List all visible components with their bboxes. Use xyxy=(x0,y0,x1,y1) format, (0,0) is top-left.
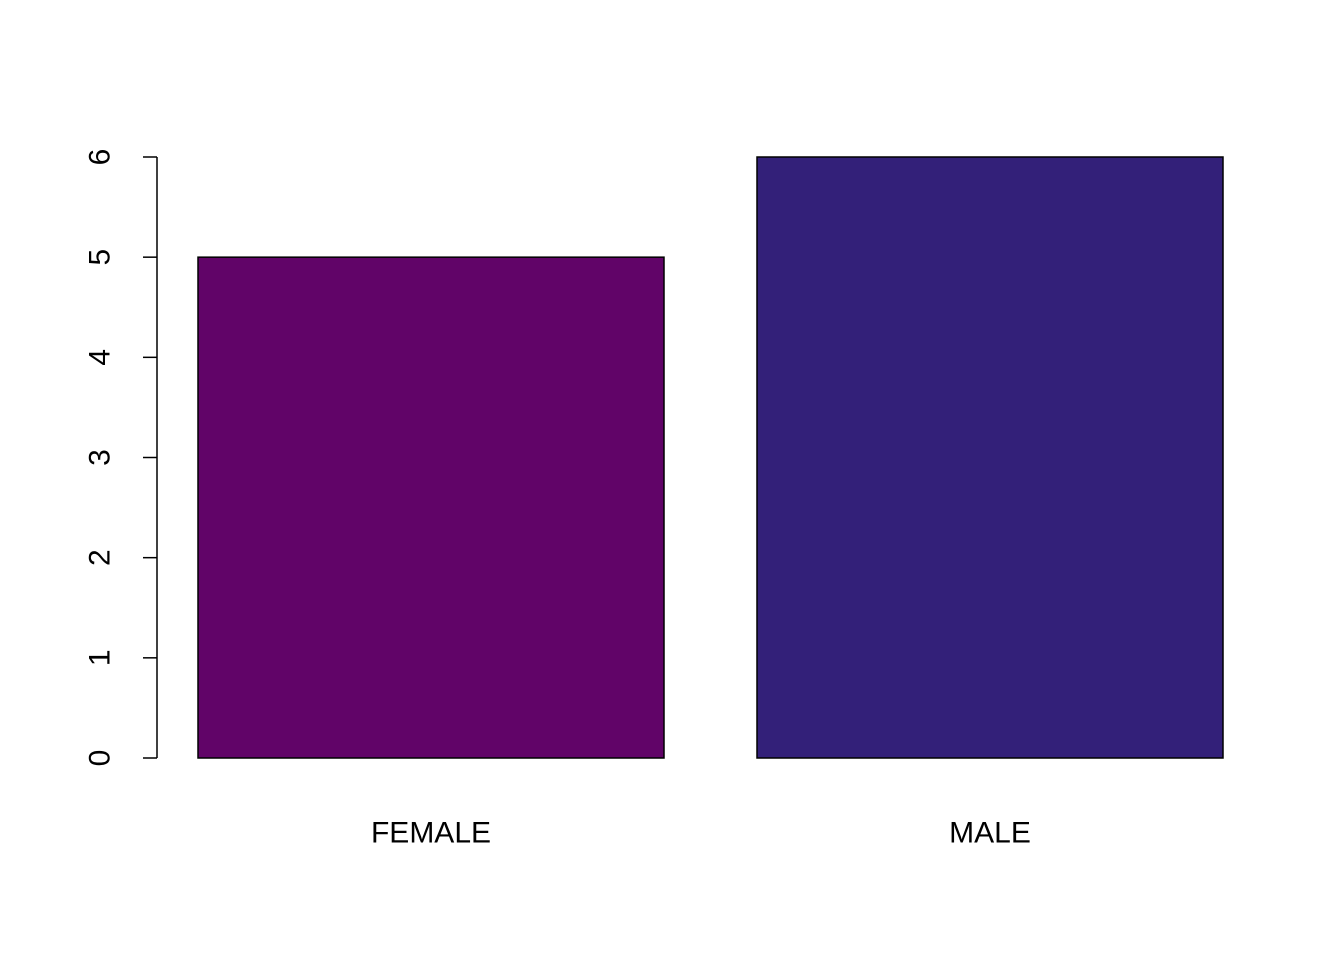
x-category-label: FEMALE xyxy=(371,817,491,850)
y-tick-label: 6 xyxy=(84,149,117,166)
bars xyxy=(197,156,1224,759)
bar-female xyxy=(197,256,665,759)
x-category-label: MALE xyxy=(949,817,1031,850)
x-axis-labels: FEMALE MALE xyxy=(371,817,1031,850)
bar-male xyxy=(756,156,1224,759)
y-tick-label: 2 xyxy=(84,549,117,566)
y-tick-label: 5 xyxy=(84,249,117,266)
y-axis: 0 1 2 3 4 5 6 xyxy=(84,149,158,767)
y-tick-label: 4 xyxy=(84,349,117,366)
y-tick-label: 3 xyxy=(84,449,117,466)
y-tick-label: 1 xyxy=(84,649,117,666)
y-tick-label: 0 xyxy=(84,750,117,767)
